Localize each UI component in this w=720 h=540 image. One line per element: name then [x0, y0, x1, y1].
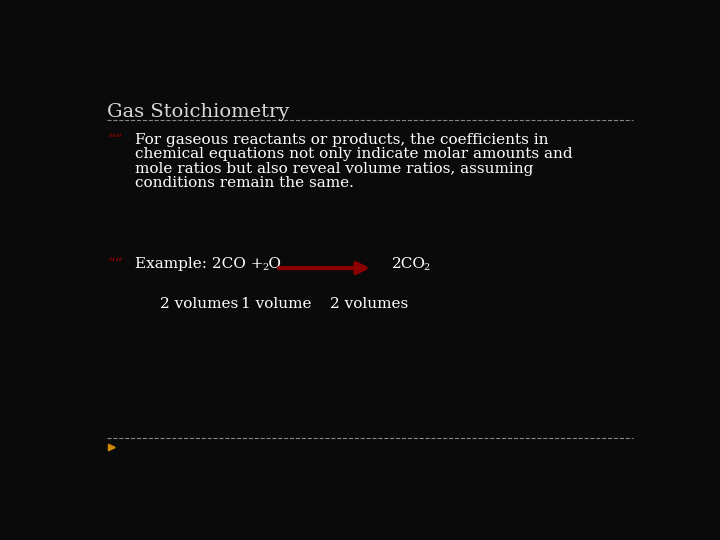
Text: ““: ““: [107, 257, 122, 271]
Text: mole ratios but also reveal volume ratios, assuming: mole ratios but also reveal volume ratio…: [135, 162, 534, 176]
Text: Example: 2CO + O: Example: 2CO + O: [135, 257, 281, 271]
Text: 2CO: 2CO: [392, 257, 426, 271]
Text: 2: 2: [423, 262, 430, 272]
Text: conditions remain the same.: conditions remain the same.: [135, 177, 354, 191]
Text: Gas Stoichiometry: Gas Stoichiometry: [107, 103, 289, 122]
Text: 1 volume: 1 volume: [241, 298, 312, 312]
Text: 2: 2: [262, 262, 269, 272]
Text: 2 volumes: 2 volumes: [330, 298, 408, 312]
Text: chemical equations not only indicate molar amounts and: chemical equations not only indicate mol…: [135, 147, 572, 161]
Text: 2 volumes: 2 volumes: [160, 298, 238, 312]
Text: ““: ““: [107, 132, 122, 146]
Text: For gaseous reactants or products, the coefficients in: For gaseous reactants or products, the c…: [135, 132, 549, 146]
